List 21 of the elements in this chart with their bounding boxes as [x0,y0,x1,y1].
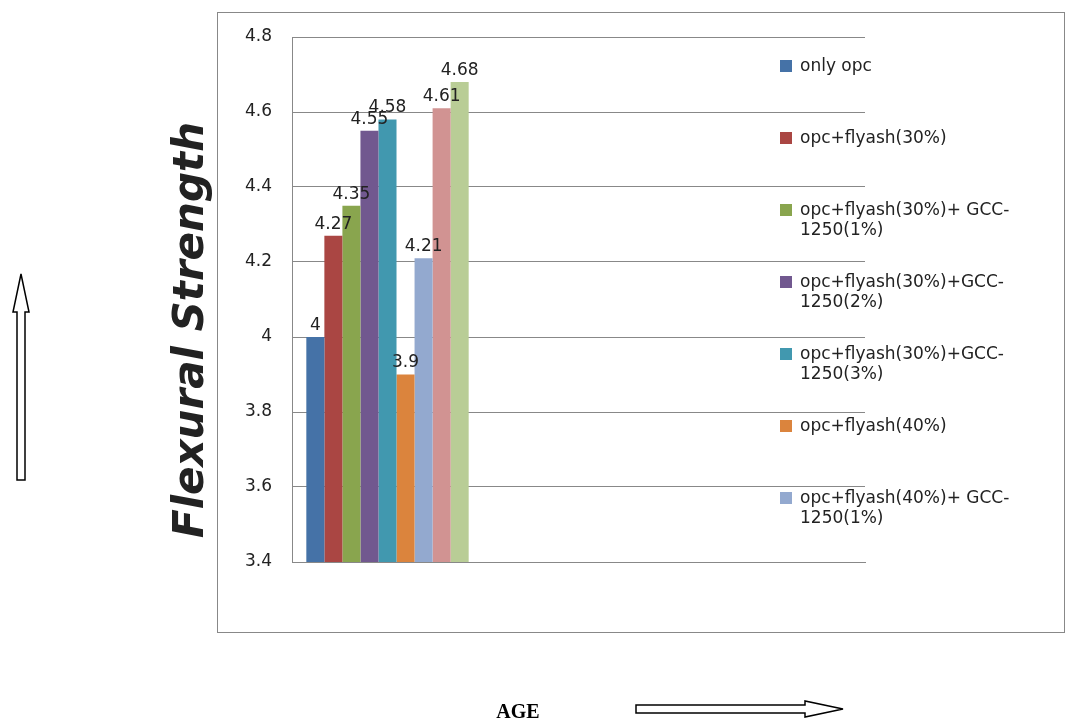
data-label: 4.21 [404,235,443,256]
y-tick-label: 3.4 [244,550,272,571]
text: AGE [496,700,540,723]
legend-label: opc+flyash(40%)+ GCC-1250(1%) [800,487,1011,527]
legend-label: opc+flyash(30%)+GCC-1250(3%) [800,343,1005,383]
data-label: 4.61 [422,85,461,106]
legend-label: opc+flyash(30%)+ GCC-1250(1%) [800,199,1011,239]
y-tick-label: 3.6 [244,475,272,496]
legend-label: opc+flyash(40%) [800,415,947,435]
y-tick-label: 4.2 [244,250,272,271]
y-tick-label: 3.8 [244,400,272,421]
legend-label: opc+flyash(30%) [800,127,947,147]
legend-label: only opc [800,55,872,75]
legend-label: opc+flyash(30%)+GCC-1250(2%) [800,271,1005,311]
y-tick-label: 4 [261,325,272,346]
data-label: 4.68 [440,58,479,79]
y-axis-title: Flexural Strength [163,121,213,539]
y-tick-label: 4.8 [244,25,272,46]
y-tick-label: 4.6 [244,100,272,121]
data-label: 4 [309,313,321,334]
y-tick-label: 4.4 [244,175,272,196]
